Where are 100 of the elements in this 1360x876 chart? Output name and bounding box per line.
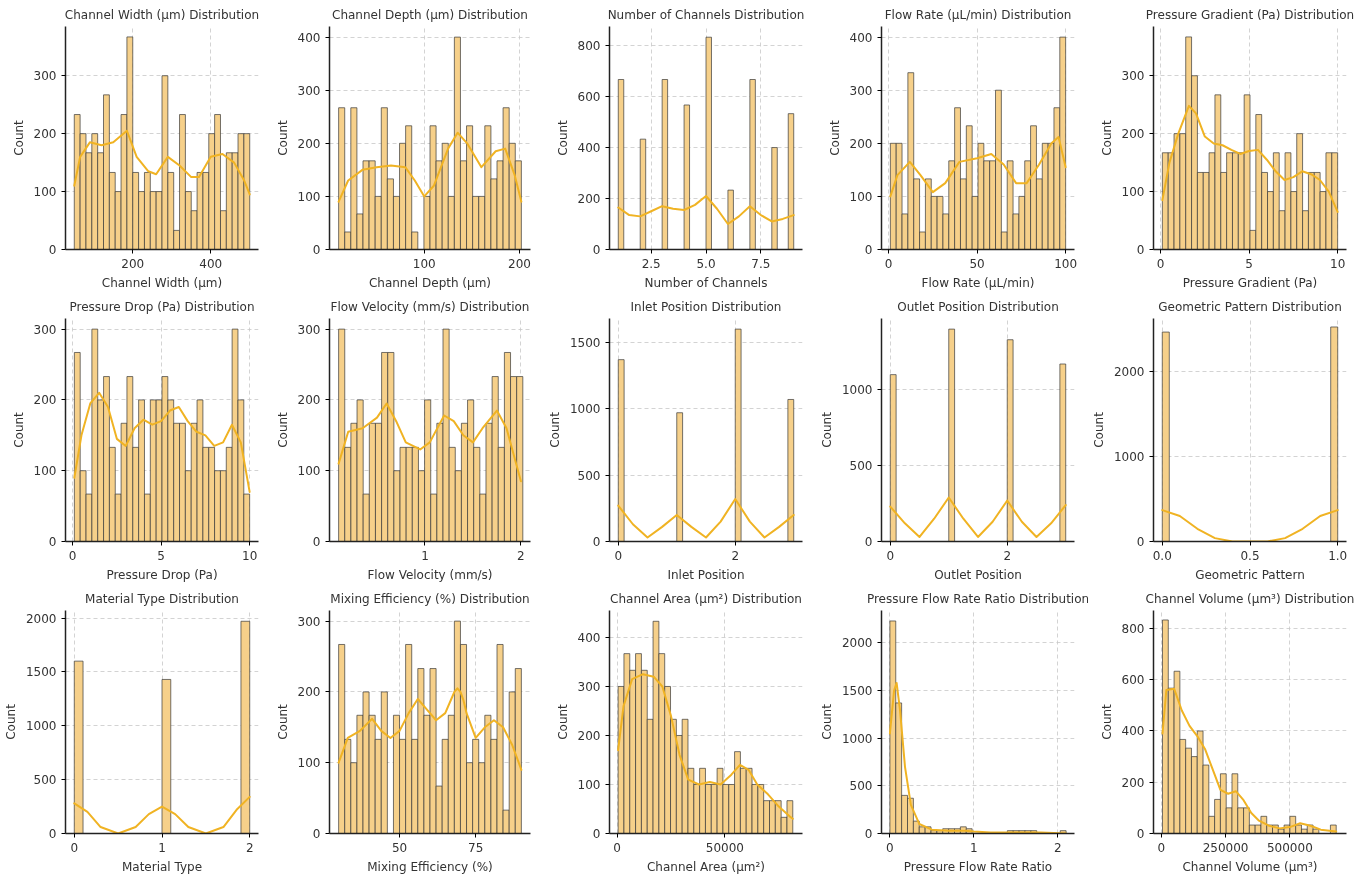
x-tick-label: 50 bbox=[391, 840, 408, 855]
chart-title: Pressure Drop (Pa) Distribution bbox=[69, 299, 255, 314]
y-tick-label: 200 bbox=[577, 728, 601, 743]
y-tick-label: 0 bbox=[1136, 243, 1145, 257]
y-tick-label: 100 bbox=[297, 189, 321, 204]
x-tick-label: 0.5 bbox=[1240, 548, 1260, 563]
chart-title: Channel Area (µm²) Distribution bbox=[610, 591, 802, 606]
y-tick-label: 100 bbox=[297, 756, 321, 771]
y-tick-label: 2000 bbox=[25, 611, 57, 626]
y-tick-label: 0 bbox=[312, 243, 321, 257]
y-axis-title: Count bbox=[1099, 703, 1114, 740]
x-tick-label: 0 bbox=[1156, 256, 1165, 271]
x-axis-title: Material Type bbox=[121, 859, 203, 874]
x-tick-label: 0 bbox=[613, 840, 621, 855]
y-tick-label: 0 bbox=[864, 827, 873, 841]
chart-title: Channel Width (µm) Distribution bbox=[64, 7, 260, 22]
x-tick-label: 50 bbox=[969, 256, 985, 271]
y-tick-label: 1000 bbox=[841, 383, 873, 398]
x-tick-label: 1.0 bbox=[1328, 548, 1348, 563]
x-axis-title: Flow Rate (µL/min) bbox=[921, 275, 1035, 290]
y-axis-title: Count bbox=[819, 411, 834, 448]
y-tick-label: 0 bbox=[592, 535, 601, 549]
chart-title: Flow Velocity (mm/s) Distribution bbox=[330, 299, 530, 314]
x-tick-label: 0 bbox=[614, 548, 623, 563]
x-tick-label: 100 bbox=[412, 256, 436, 271]
y-axis-title: Count bbox=[275, 703, 290, 740]
x-axis-title: Geometric Pattern bbox=[1195, 567, 1305, 582]
y-tick-label: 800 bbox=[1121, 621, 1145, 636]
y-tick-label: 200 bbox=[33, 393, 57, 408]
y-axis-title: Count bbox=[1099, 119, 1114, 156]
x-axis-title: Inlet Position bbox=[667, 567, 745, 582]
y-tick-label: 100 bbox=[33, 185, 57, 200]
x-axis-title: Pressure Drop (Pa) bbox=[106, 567, 218, 582]
y-axis-title: Count bbox=[3, 703, 18, 740]
x-tick-label: 1 bbox=[421, 548, 429, 563]
chart-title: Number of Channels Distribution bbox=[607, 7, 805, 22]
y-tick-label: 500 bbox=[849, 459, 873, 474]
x-axis-title: Channel Depth (µm) bbox=[368, 275, 492, 290]
x-axis-title: Pressure Flow Rate Ratio bbox=[903, 859, 1053, 874]
y-tick-label: 300 bbox=[849, 83, 873, 98]
y-tick-label: 0 bbox=[312, 535, 321, 549]
x-tick-label: 1 bbox=[158, 840, 166, 855]
y-axis-title: Count bbox=[819, 703, 834, 740]
y-tick-label: 400 bbox=[297, 30, 321, 45]
chart-title: Pressure Flow Rate Ratio Distribution bbox=[866, 591, 1090, 606]
y-tick-label: 0 bbox=[1136, 535, 1145, 549]
y-axis-title: Count bbox=[275, 119, 290, 156]
y-tick-label: 200 bbox=[1121, 127, 1145, 142]
y-tick-label: 1000 bbox=[25, 719, 57, 734]
x-tick-label: 400 bbox=[199, 256, 223, 271]
y-tick-label: 200 bbox=[577, 192, 601, 207]
y-tick-label: 1500 bbox=[569, 335, 601, 350]
chart-title: Geometric Pattern Distribution bbox=[1158, 299, 1342, 314]
x-tick-label: 200 bbox=[508, 256, 531, 271]
y-tick-label: 500 bbox=[849, 779, 873, 794]
x-tick-label: 0 bbox=[886, 548, 895, 563]
y-tick-label: 400 bbox=[577, 630, 601, 645]
y-tick-label: 0 bbox=[592, 827, 601, 841]
x-tick-label: 2.5 bbox=[641, 256, 661, 271]
y-tick-label: 400 bbox=[577, 141, 601, 156]
x-tick-label: 5 bbox=[1245, 256, 1253, 271]
y-tick-label: 200 bbox=[33, 127, 57, 142]
x-tick-label: 7.5 bbox=[751, 256, 771, 271]
y-tick-label: 500 bbox=[577, 468, 601, 483]
y-tick-label: 100 bbox=[849, 189, 873, 204]
x-tick-label: 5.0 bbox=[696, 256, 716, 271]
y-axis-title: Count bbox=[827, 119, 842, 156]
x-tick-label: 0 bbox=[886, 840, 894, 855]
x-axis-title: Mixing Efficiency (%) bbox=[367, 859, 493, 874]
y-tick-label: 300 bbox=[577, 679, 601, 694]
y-tick-label: 600 bbox=[1121, 673, 1145, 688]
x-tick-label: 2 bbox=[517, 548, 525, 563]
chart-title: Flow Rate (µL/min) Distribution bbox=[884, 7, 1072, 22]
x-tick-label: 2 bbox=[245, 840, 254, 855]
y-tick-label: 0 bbox=[864, 243, 873, 257]
x-tick-label: 1 bbox=[969, 840, 978, 855]
y-tick-label: 2000 bbox=[841, 636, 873, 651]
y-tick-label: 2000 bbox=[1113, 365, 1145, 380]
x-tick-label: 2 bbox=[1003, 548, 1012, 563]
y-tick-label: 300 bbox=[33, 322, 57, 337]
x-tick-label: 250000 bbox=[1202, 840, 1249, 855]
y-tick-label: 600 bbox=[577, 90, 601, 105]
y-tick-label: 300 bbox=[33, 69, 57, 84]
y-tick-label: 400 bbox=[849, 30, 873, 45]
y-tick-label: 0 bbox=[592, 243, 601, 257]
x-tick-label: 75 bbox=[468, 840, 484, 855]
y-tick-label: 1000 bbox=[569, 402, 601, 417]
y-tick-label: 0 bbox=[312, 827, 321, 841]
x-axis-title: Outlet Position bbox=[934, 567, 1022, 582]
y-tick-label: 200 bbox=[297, 393, 321, 408]
y-tick-label: 200 bbox=[297, 136, 321, 151]
x-tick-label: 0 bbox=[884, 256, 893, 271]
x-axis-title: Flow Velocity (mm/s) bbox=[367, 567, 493, 582]
x-axis-title: Pressure Gradient (Pa) bbox=[1182, 275, 1318, 290]
x-axis-title: Number of Channels bbox=[644, 275, 768, 290]
y-tick-label: 1500 bbox=[25, 665, 57, 680]
y-tick-label: 300 bbox=[297, 83, 321, 98]
y-axis-title: Count bbox=[275, 411, 290, 448]
y-tick-label: 300 bbox=[297, 614, 321, 629]
y-tick-label: 1000 bbox=[1113, 450, 1145, 465]
